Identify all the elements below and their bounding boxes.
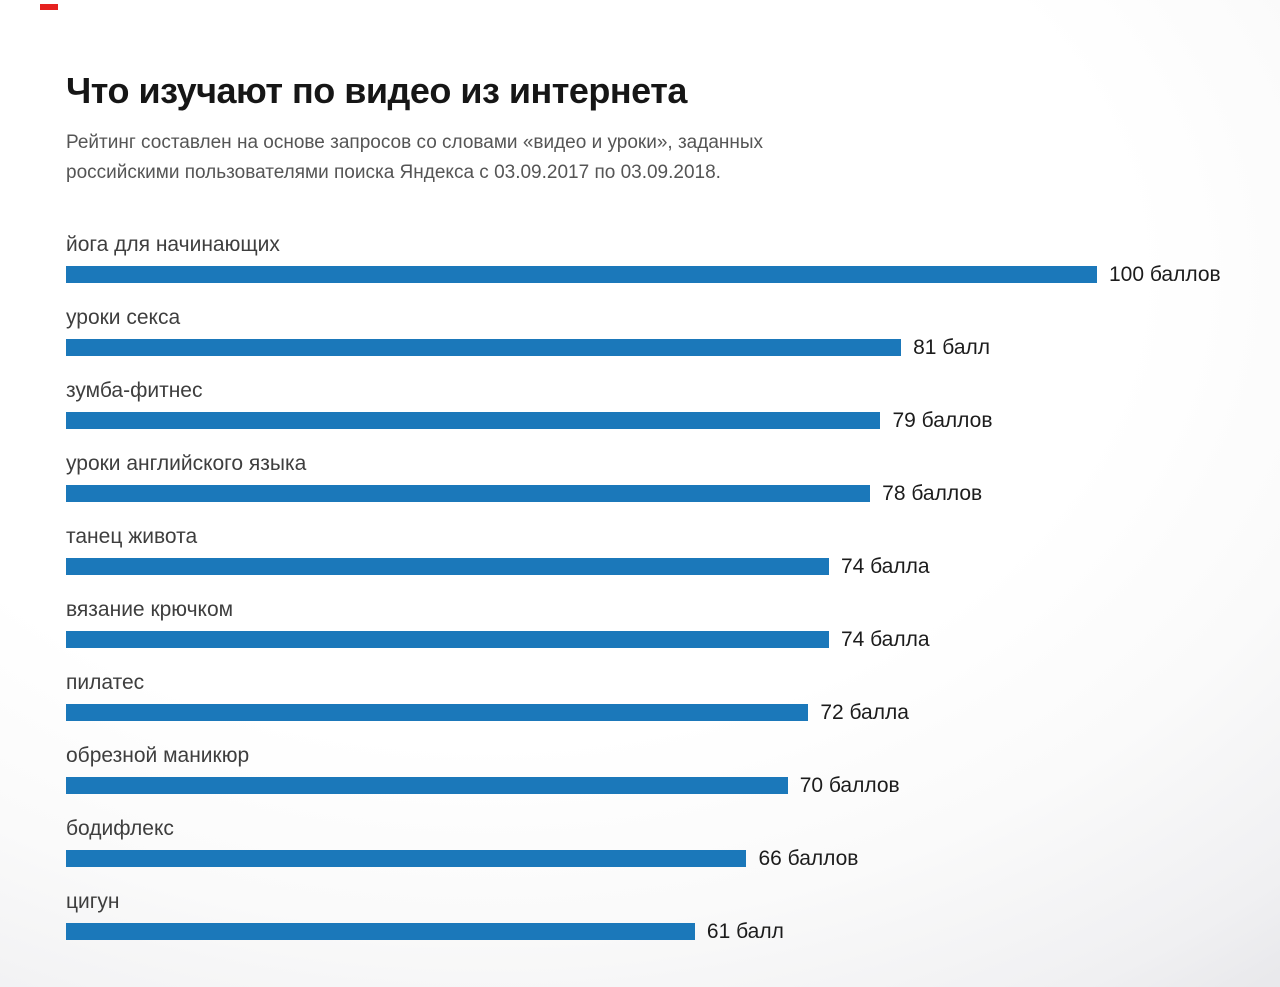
- bar-value: 78 баллов: [882, 482, 983, 505]
- chart-rows: йога для начинающих 100 баллов уроки сек…: [66, 232, 1240, 943]
- chart-row: бодифлекс 66 баллов: [66, 816, 1240, 870]
- chart-row: танец живота 74 балла: [66, 524, 1240, 578]
- bar-label: вязание крючком: [66, 598, 234, 621]
- bar-label: цигун: [66, 890, 120, 913]
- bar-track: 72 балла: [66, 701, 1097, 724]
- bar: [66, 266, 1097, 283]
- bar-line: 74 балла: [66, 555, 1240, 578]
- bar: [66, 777, 788, 794]
- bar-label: пилатес: [66, 671, 145, 694]
- bar: [66, 485, 871, 502]
- page-title: Что изучают по видео из интернета: [66, 70, 687, 111]
- bar-track: 74 балла: [66, 555, 1097, 578]
- bar: [66, 704, 809, 721]
- bar-value: 100 баллов: [1109, 263, 1221, 286]
- chart-row: обрезной маникюр 70 баллов: [66, 743, 1240, 797]
- bar-line: 78 баллов: [66, 482, 1240, 505]
- subtitle-line-2: российскими пользователями поиска Яндекс…: [66, 162, 721, 183]
- chart-row: вязание крючком 74 балла: [66, 597, 1240, 651]
- bar-line: 70 баллов: [66, 774, 1240, 797]
- bar: [66, 923, 695, 940]
- bar-track: 100 баллов: [66, 264, 1221, 285]
- chart-row: йога для начинающих 100 баллов: [66, 232, 1240, 285]
- bar-track: 70 баллов: [66, 774, 1097, 797]
- bar-line: 72 балла: [66, 701, 1240, 724]
- bar-track: 61 балл: [66, 920, 1097, 943]
- bar-value: 66 баллов: [758, 847, 859, 870]
- bar-value: 81 балл: [913, 336, 991, 359]
- bar-label: уроки английского языка: [66, 452, 307, 475]
- chart-row: уроки английского языка 78 баллов: [66, 451, 1240, 505]
- bar-track: 81 балл: [66, 336, 1097, 359]
- bar: [66, 412, 881, 429]
- subtitle-line-1: Рейтинг составлен на основе запросов со …: [66, 132, 764, 153]
- bar-line: 81 балл: [66, 336, 1240, 359]
- bar-track: 79 баллов: [66, 409, 1097, 432]
- bar-line: 74 балла: [66, 628, 1240, 651]
- bar-value: 74 балла: [840, 628, 930, 651]
- chart-row: пилатес 72 балла: [66, 670, 1240, 724]
- bar-value: 72 балла: [820, 701, 909, 724]
- chart-row: цигун 61 балл: [66, 889, 1240, 943]
- bar-label: уроки секса: [66, 306, 181, 329]
- bar: [66, 558, 829, 575]
- bar-label: зумба-фитнес: [66, 379, 203, 402]
- bar-label: обрезной маникюр: [66, 744, 250, 767]
- bar-value: 74 балла: [840, 555, 930, 578]
- bar: [66, 850, 747, 867]
- bar-label: танец живота: [66, 525, 198, 548]
- bar-line: 66 баллов: [66, 847, 1240, 870]
- chart-subtitle: Рейтинг составлен на основе запросов со …: [66, 128, 846, 188]
- bar: [66, 339, 902, 356]
- bar: [66, 631, 829, 648]
- bar-line: 61 балл: [66, 920, 1240, 943]
- bar-track: 66 баллов: [66, 847, 1097, 870]
- bar-line: 79 баллов: [66, 409, 1240, 432]
- bar-line: 100 баллов: [66, 264, 1240, 285]
- bar-label: бодифлекс: [66, 817, 174, 840]
- infographic: Что изучают по видео из интернета Рейтин…: [66, 70, 1240, 943]
- chart-row: уроки секса 81 балл: [66, 305, 1240, 359]
- bar-chart: йога для начинающих 100 баллов уроки сек…: [66, 232, 1240, 943]
- bar-value: 79 баллов: [892, 409, 993, 432]
- chart-row: зумба-фитнес 79 баллов: [66, 378, 1240, 432]
- bar-value: 70 баллов: [799, 774, 900, 797]
- bar-value: 61 балл: [706, 920, 784, 943]
- red-dash-decoration: [40, 4, 58, 10]
- bar-track: 78 баллов: [66, 482, 1097, 505]
- bar-track: 74 балла: [66, 628, 1097, 651]
- bar-label: йога для начинающих: [66, 233, 280, 256]
